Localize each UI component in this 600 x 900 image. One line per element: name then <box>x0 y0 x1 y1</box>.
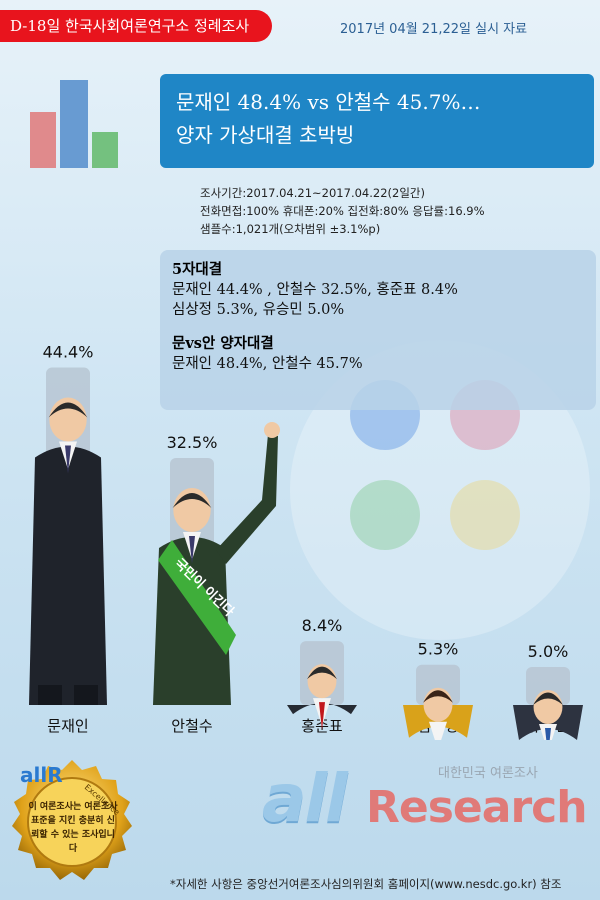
headline-line1: 문재인 48.4% vs 안철수 45.7%… <box>176 90 481 114</box>
two-way-line1: 문재인 48.4%, 안철수 45.7% <box>172 356 363 372</box>
survey-method: 전화면접:100% 휴대폰:20% 집전화:80% 응답률:16.9% <box>200 204 485 218</box>
candidate-photo-1: 국민이 이긴다 <box>153 422 280 705</box>
headline-box: 문재인 48.4% vs 안철수 45.7%… 양자 가상대결 초박빙 <box>160 74 594 168</box>
survey-date: 2017년 04월 21,22일 실시 자료 <box>340 22 528 37</box>
logo-all: all <box>262 760 348 837</box>
category-label-0: 문재인 <box>47 717 88 735</box>
candidate-photo-3 <box>403 687 473 740</box>
candidate-photo-2 <box>287 664 357 731</box>
badge-text: 이 여론조사는 여론조사 표준을 지킨 충분히 신뢰할 수 있는 조사입니다 <box>28 802 118 854</box>
survey-meta: 조사기간:2017.04.21~2017.04.22(2일간) 전화면접:100… <box>200 184 485 238</box>
five-way-line2: 심상정 5.3%, 유승민 5.0% <box>172 302 345 318</box>
five-way-line1: 문재인 44.4% , 안철수 32.5%, 홍준표 8.4% <box>172 282 458 298</box>
value-label-4: 5.0% <box>528 642 569 661</box>
header-tag: D-18일 한국사회여론연구소 정례조사 <box>0 10 272 42</box>
candidate-photo-4 <box>513 690 583 740</box>
value-label-2: 8.4% <box>302 616 343 635</box>
results-summary: 5자대결 문재인 44.4% , 안철수 32.5%, 홍준표 8.4% 심상정… <box>160 250 596 410</box>
logo-research: Research <box>366 782 588 833</box>
bar-chart-icon <box>30 80 118 168</box>
candidate-photo-0 <box>29 397 107 705</box>
survey-sample: 샘플수:1,021개(오차범위 ±3.1%p) <box>200 222 381 236</box>
deco-dot-green <box>350 480 420 550</box>
headline-line2: 양자 가상대결 초박빙 <box>176 123 355 147</box>
logo-tagline: 대한민국 여론조사 <box>438 766 538 781</box>
survey-period: 조사기간:2017.04.21~2017.04.22(2일간) <box>200 186 425 200</box>
deco-dot-yellow <box>450 480 520 550</box>
value-label-3: 5.3% <box>418 640 459 659</box>
footnote: *자세한 사항은 중앙선거여론조사심의위원회 홈페이지(www.nesdc.go… <box>170 877 562 891</box>
value-label-0: 44.4% <box>43 343 94 362</box>
bar-4 <box>526 667 570 705</box>
value-label-1: 32.5% <box>167 433 218 452</box>
five-way-title: 5자대결 <box>172 261 223 278</box>
category-label-1: 안철수 <box>171 717 212 735</box>
certification-badge: allR Excellence <box>12 760 132 880</box>
two-way-title: 문vs안 양자대결 <box>172 335 274 352</box>
badge-brand: allR <box>20 763 63 787</box>
